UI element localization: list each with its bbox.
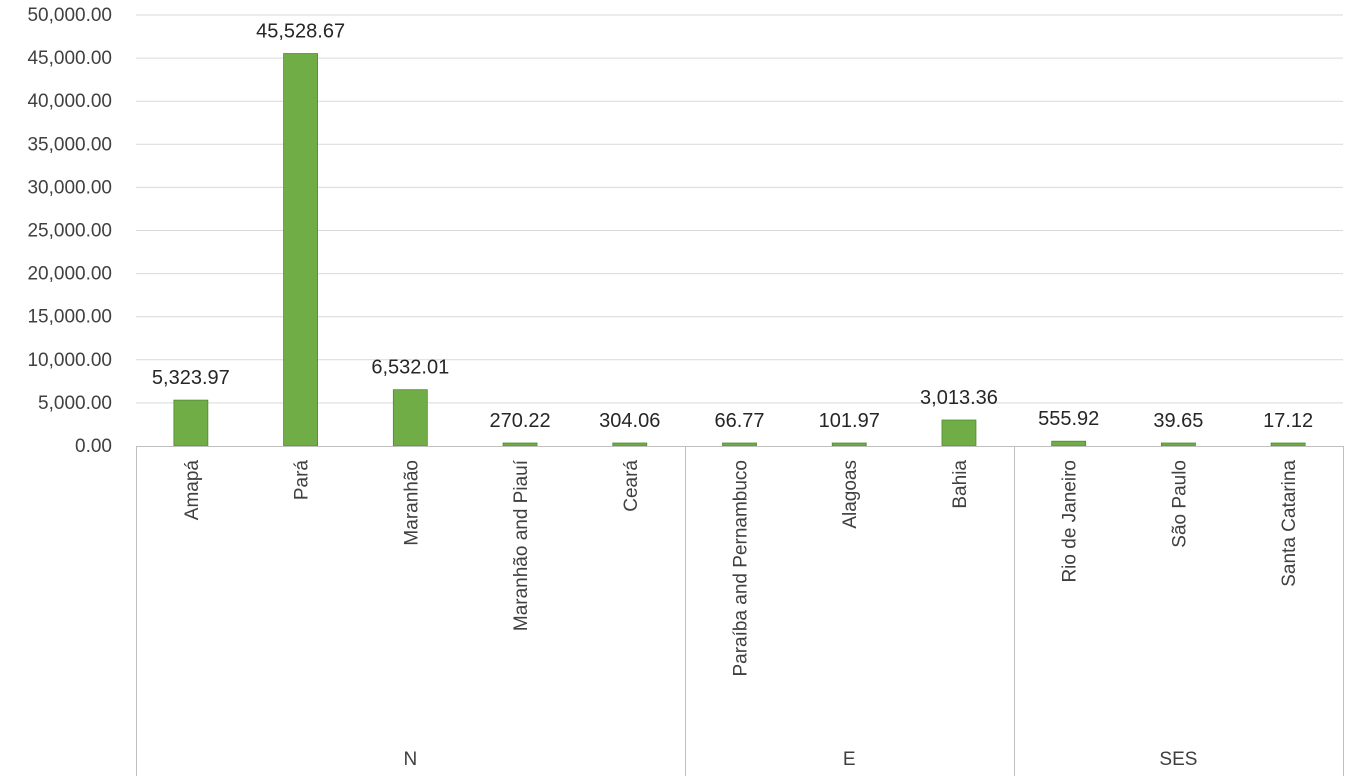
group-label: E [843, 749, 856, 770]
data-label: 45,528.67 [256, 21, 345, 43]
data-label: 3,013.36 [920, 387, 998, 409]
bar [1161, 442, 1196, 447]
category-label: Amapá [182, 460, 203, 521]
category-label: Santa Catarina [1279, 460, 1300, 587]
category-label: Maranhão [401, 460, 422, 546]
y-tick-label: 40,000.00 [27, 91, 112, 112]
category-label: Ceará [621, 460, 642, 512]
category-label: São Paulo [1169, 460, 1190, 548]
data-label: 17.12 [1263, 410, 1313, 432]
data-label: 5,323.97 [152, 367, 230, 389]
data-label: 555.92 [1038, 408, 1099, 430]
bar [283, 53, 318, 447]
category-label: Paraíba and Pernambuco [731, 460, 752, 677]
bar [941, 419, 977, 447]
bar [722, 442, 757, 447]
data-label: 66.77 [714, 410, 764, 432]
y-tick-label: 25,000.00 [27, 221, 112, 242]
data-label: 101.97 [819, 410, 880, 432]
bar [831, 442, 867, 447]
category-label: Maranhão and Piauí [511, 459, 532, 631]
y-tick-label: 50,000.00 [27, 5, 112, 26]
data-labels: 5,323.97 45,528.67 6,532.01 270.22 304.06 66.… [152, 21, 1313, 432]
y-tick-label: 20,000.00 [27, 264, 112, 285]
y-tick-label: 0.00 [75, 436, 112, 457]
y-tick-label: 5,000.00 [38, 393, 112, 414]
gridlines [136, 14, 1343, 404]
y-tick-label: 30,000.00 [27, 177, 112, 198]
category-label: Bahia [950, 460, 971, 509]
bar [502, 442, 538, 447]
data-label: 6,532.01 [371, 357, 449, 379]
bar [1051, 440, 1087, 447]
category-label: Pará [292, 460, 313, 501]
y-tick-label: 45,000.00 [27, 48, 112, 69]
y-tick-label: 15,000.00 [27, 307, 112, 328]
y-tick-label: 35,000.00 [27, 134, 112, 155]
bar [173, 399, 209, 447]
data-label: 270.22 [489, 410, 550, 432]
bar [612, 442, 648, 447]
bar [392, 389, 428, 447]
category-label: Rio de Janeiro [1060, 460, 1081, 583]
bars [173, 53, 1306, 447]
group-label: SES [1159, 749, 1197, 770]
data-label: 39.65 [1153, 410, 1203, 432]
bar [1270, 442, 1306, 447]
category-axis: Amapá Pará Maranhão Maranhão and Piauí Ceará… [136, 446, 1344, 776]
group-label: N [403, 749, 417, 770]
y-tick-label: 10,000.00 [27, 350, 112, 371]
data-label: 304.06 [599, 410, 660, 432]
category-label: Alagoas [840, 460, 861, 529]
y-axis-tick-labels: 0.00 5,000.00 10,000.00 15,000.00 20,000.00 2… [27, 5, 112, 457]
